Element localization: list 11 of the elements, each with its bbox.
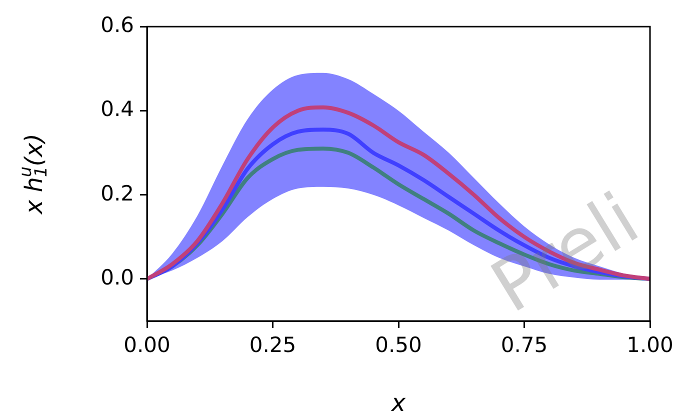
x-tick-label: 0.00 <box>124 333 170 358</box>
y-tick-label: 0.6 <box>100 13 134 38</box>
x-axis-title: x <box>390 389 406 418</box>
y-tick-label: 0.0 <box>100 265 134 290</box>
x-tick-label: 0.50 <box>375 333 422 358</box>
y-tick-label: 0.2 <box>100 181 134 206</box>
y-tick-label: 0.4 <box>100 97 134 122</box>
x-tick-label: 0.75 <box>500 333 548 358</box>
y-axis-title: x h1u(x) <box>14 133 50 216</box>
x-tick-label: 0.25 <box>249 333 296 358</box>
x-tick-label: 1.00 <box>626 333 674 358</box>
